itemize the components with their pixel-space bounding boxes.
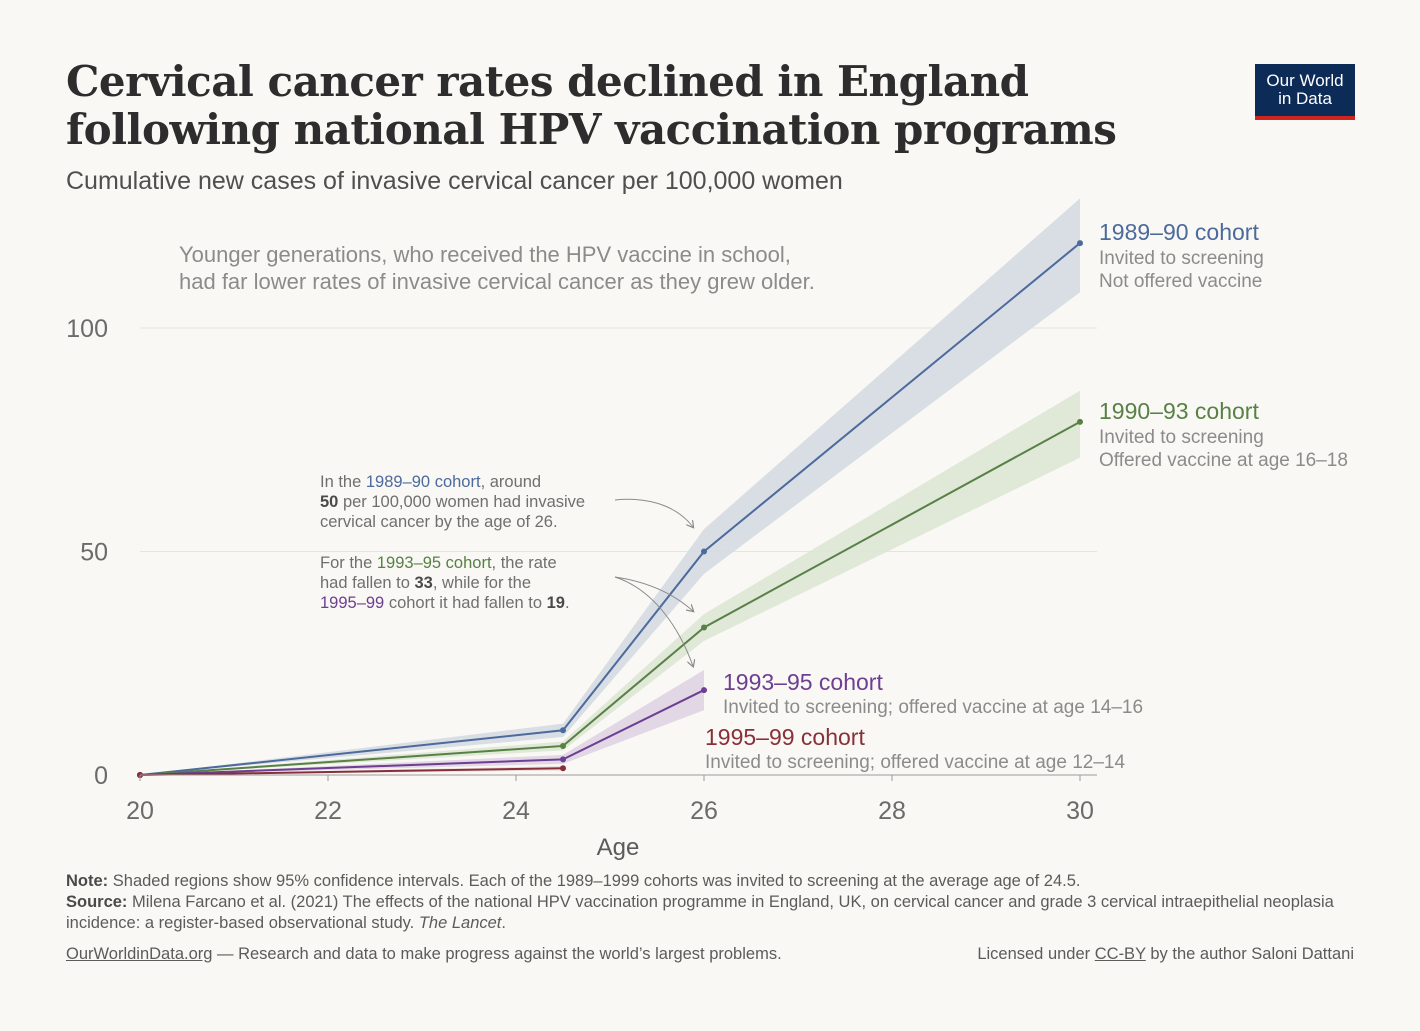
annotation-1-cohort: 1989–90 cohort xyxy=(366,473,481,491)
chart-subtitle: Cumulative new cases of invasive cervica… xyxy=(66,167,843,195)
legend-1989-90-line-1: Invited to screening xyxy=(1099,248,1264,269)
data-point-1990-93 xyxy=(560,742,566,749)
y-tick-label: 100 xyxy=(66,315,108,343)
svg-text:50 per 100,000 women had invas: 50 per 100,000 women had invasive xyxy=(320,493,585,511)
x-tick-label: 28 xyxy=(878,797,906,825)
series-line-1990-93 xyxy=(139,420,1081,776)
license-prefix: Licensed under xyxy=(977,945,1095,963)
series-line-1989-90 xyxy=(139,242,1081,776)
legend-1990-93-name: 1990–93 cohort xyxy=(1099,398,1259,424)
legend-1993-95-line-1: Invited to screening; offered vaccine at… xyxy=(723,697,1143,718)
annotation-2-cohort-2: 1995–99 xyxy=(320,594,384,612)
annotation-1993-95: For the 1993–95 cohort, the rate had fal… xyxy=(320,554,570,612)
y-axis-ticks: 0 50 100 xyxy=(66,315,108,790)
note-text: Shaded regions show 95% confidence inter… xyxy=(108,872,1081,890)
x-tick-label: 30 xyxy=(1066,797,1094,825)
ci-band-1989-90 xyxy=(140,198,1080,775)
source-end: . xyxy=(501,914,506,932)
annotation-1-line-3: cervical cancer by the age of 26. xyxy=(320,513,558,531)
data-point-1995-99 xyxy=(560,765,566,772)
data-point-1993-95 xyxy=(701,687,707,694)
intro-annotation-line-2: had far lower rates of invasive cervical… xyxy=(179,269,815,294)
x-axis-label: Age xyxy=(597,834,640,861)
legend-1990-93-line-2: Offered vaccine at age 16–18 xyxy=(1099,450,1348,471)
chart-title: Cervical cancer rates declined in Englan… xyxy=(66,57,1117,154)
owid-logo[interactable]: Our World in Data xyxy=(1255,64,1355,120)
data-point-1993-95 xyxy=(560,756,566,763)
annotation-2-number-2: 19 xyxy=(547,594,565,612)
intro-annotation-line-1: Younger generations, who received the HP… xyxy=(179,242,791,267)
annotation-1-text: per 100,000 women had invasive xyxy=(338,493,585,511)
footer-site: OurWorldinData.org — Research and data t… xyxy=(66,944,782,965)
legend-1989-90-name: 1989–90 cohort xyxy=(1099,219,1259,245)
annotation-1-arrow xyxy=(614,498,693,527)
legend-1995-99-name: 1995–99 cohort xyxy=(705,724,865,750)
legend-1990-93: 1990–93 cohort Invited to screening Offe… xyxy=(1099,398,1348,471)
annotation-1-number: 50 xyxy=(320,493,338,511)
data-point-1990-93 xyxy=(1077,418,1083,425)
source-label: Source: xyxy=(66,893,128,911)
annotation-2-text: , the rate xyxy=(492,554,557,572)
legend-1995-99-line-1: Invited to screening; offered vaccine at… xyxy=(705,752,1125,773)
y-tick-label: 50 xyxy=(80,539,108,567)
svg-text:had fallen to 33, while for th: had fallen to 33, while for the xyxy=(320,574,531,592)
source-text: Milena Farcano et al. (2021) The effects… xyxy=(66,893,1334,932)
ci-band-1993-95 xyxy=(140,669,704,775)
logo-line-2: in Data xyxy=(1278,89,1332,108)
annotation-2-text: had fallen to xyxy=(320,574,415,592)
data-point-1989-90 xyxy=(1077,240,1083,247)
x-tick-label: 22 xyxy=(314,797,342,825)
footer-license: Licensed under CC-BY by the author Salon… xyxy=(977,944,1354,965)
annotation-1-text: In the xyxy=(320,473,366,491)
note-label: Note: xyxy=(66,872,109,890)
legend-1995-99: 1995–99 cohort Invited to screening; off… xyxy=(705,724,1125,773)
x-axis-ticks: 20 22 24 26 28 30 xyxy=(126,775,1094,825)
license-link[interactable]: CC-BY xyxy=(1094,945,1146,963)
data-point-1990-93 xyxy=(701,624,707,631)
annotation-2-cohort: 1993–95 cohort xyxy=(377,554,492,572)
footer-note: Note: Shaded regions show 95% confidence… xyxy=(66,871,1356,892)
annotation-2-text: For the xyxy=(320,554,377,572)
annotation-2-arrow-b xyxy=(614,576,693,666)
legend-1989-90: 1989–90 cohort Invited to screening Not … xyxy=(1099,219,1264,292)
x-tick-label: 26 xyxy=(690,797,718,825)
x-tick-label: 20 xyxy=(126,797,154,825)
annotation-2-text: . xyxy=(565,594,570,612)
annotation-2-arrow-a xyxy=(614,576,693,611)
annotation-2-text: cohort it had fallen to xyxy=(384,594,546,612)
source-journal: The Lancet xyxy=(418,914,502,932)
data-point-1989-90 xyxy=(701,548,707,555)
license-suffix: by the author Saloni Dattani xyxy=(1145,945,1354,963)
annotation-1-text: , around xyxy=(481,473,542,491)
legend-1989-90-line-2: Not offered vaccine xyxy=(1099,271,1262,292)
annotation-1989-90: In the 1989–90 cohort, around 50 per 100… xyxy=(320,473,585,531)
annotation-2-number: 33 xyxy=(415,574,433,592)
svg-text:For the 1993–95 cohort, the ra: For the 1993–95 cohort, the rate xyxy=(320,554,557,572)
y-tick-label: 0 xyxy=(94,762,108,790)
legend-1990-93-line-1: Invited to screening xyxy=(1099,427,1264,448)
svg-text:1995–99 cohort it had fallen t: 1995–99 cohort it had fallen to 19. xyxy=(320,594,570,612)
annotation-2-text: , while for the xyxy=(433,574,531,592)
site-link[interactable]: OurWorldinData.org xyxy=(66,945,213,963)
legend-1993-95-name: 1993–95 cohort xyxy=(723,669,883,695)
series-line-1995-99 xyxy=(139,767,564,776)
footer-source: Source: Milena Farcano et al. (2021) The… xyxy=(66,892,1361,934)
x-tick-label: 24 xyxy=(502,797,530,825)
logo-line-1: Our World xyxy=(1266,71,1344,90)
data-point-1989-90 xyxy=(560,727,566,734)
legend-1993-95: 1993–95 cohort Invited to screening; off… xyxy=(723,669,1143,718)
svg-text:In the 1989–90 cohort, around: In the 1989–90 cohort, around xyxy=(320,473,541,491)
site-tagline: — Research and data to make progress aga… xyxy=(212,945,782,963)
